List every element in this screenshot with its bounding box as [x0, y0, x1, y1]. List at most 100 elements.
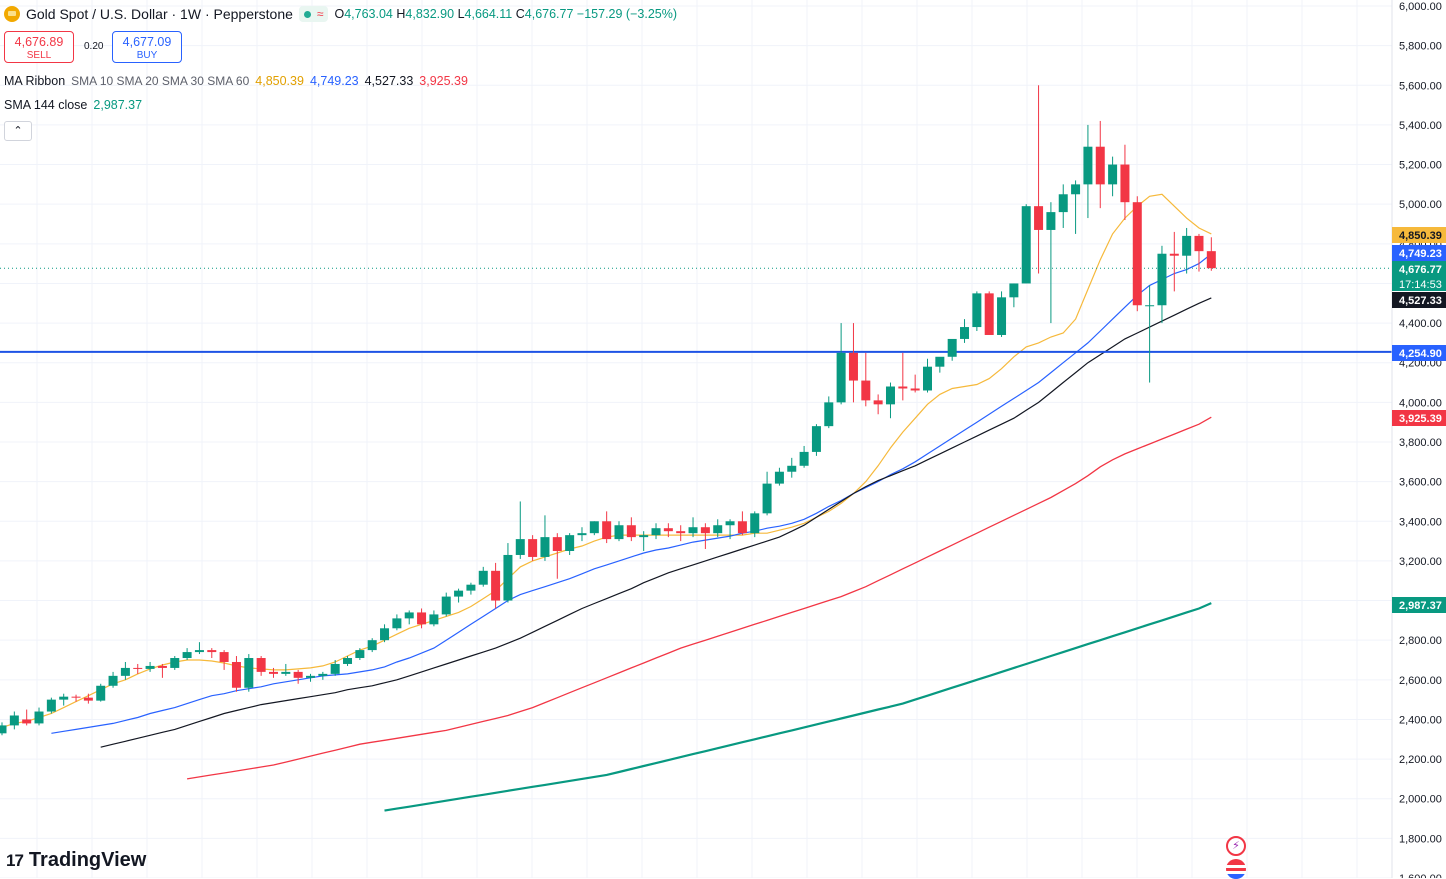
series-line-sma20: [51, 253, 1212, 734]
candle-body: [774, 471, 784, 484]
sell-button[interactable]: 4,676.89 SELL: [4, 31, 74, 63]
sell-label: SELL: [26, 50, 52, 61]
candle-body: [885, 386, 895, 405]
price-tick-label: 3,600.00: [1399, 477, 1442, 489]
gold-symbol-icon: [4, 6, 20, 22]
sma10-value: 4,850.39: [255, 74, 304, 88]
candle-body: [923, 366, 932, 391]
candle-body: [454, 590, 464, 597]
price-tick-label: 5,000.00: [1399, 199, 1442, 211]
series-line-sma60: [186, 416, 1212, 780]
price-label-bg: [1392, 410, 1446, 426]
price-tick-label: 1,800.00: [1399, 833, 1442, 845]
price-label-text: 3,925.39: [1399, 413, 1442, 425]
candle-body: [663, 528, 673, 532]
status-pill[interactable]: ≈: [298, 6, 329, 22]
price-label-text: 4,850.39: [1399, 230, 1442, 242]
candle-body: [577, 533, 587, 536]
candle-body: [478, 570, 488, 585]
candle-body: [268, 671, 278, 674]
price-label-text: 4,254.90: [1399, 348, 1442, 360]
candle-body: [565, 535, 575, 551]
sma144-price-label: 2,987.37: [1392, 597, 1446, 613]
candle-body: [1108, 164, 1118, 185]
hline-price-label: 4,254.90: [1392, 345, 1446, 361]
price-label-bg: [1392, 227, 1446, 243]
candle-body: [1021, 206, 1031, 284]
change-value: −157.29 (−3.25%): [576, 7, 677, 21]
price-label-bg: [1392, 597, 1446, 613]
symbol-title[interactable]: Gold Spot / U.S. Dollar · 1W · Peppersto…: [26, 6, 293, 22]
close-value: 4,676.77: [524, 7, 574, 21]
candle-body: [873, 400, 883, 405]
buy-price: 4,677.09: [122, 35, 172, 49]
candle-body: [528, 539, 538, 557]
candle-body: [380, 628, 390, 641]
candle-body: [787, 465, 797, 472]
candle-body: [343, 658, 353, 664]
price-tick-label: 3,200.00: [1399, 556, 1442, 568]
low-value: 4,664.11: [464, 7, 513, 21]
price-tick-label: 5,600.00: [1399, 80, 1442, 92]
price-tick-label: 2,800.00: [1399, 635, 1442, 647]
candle-body: [256, 658, 266, 672]
flash-icon[interactable]: ⚡: [1226, 836, 1246, 856]
tradingview-wordmark: TradingView: [28, 849, 147, 871]
candle-body: [515, 539, 525, 555]
price-tick-label: 1,600.00: [1399, 873, 1442, 878]
candle-body: [182, 652, 192, 659]
candle-body: [836, 352, 846, 403]
candle-body: [688, 527, 698, 534]
candle-body: [910, 388, 920, 391]
candle-body: [96, 685, 106, 701]
candle-body: [417, 612, 427, 625]
candle-body: [231, 661, 241, 688]
candle-body: [355, 650, 365, 659]
series-line-sma10: [0, 193, 1212, 729]
candle-body: [997, 297, 1007, 335]
candle-body: [219, 652, 229, 662]
price-tick-label: 4,400.00: [1399, 318, 1442, 330]
candle-body: [589, 521, 599, 534]
price-label-bg: [1392, 245, 1446, 261]
candle-body: [1120, 164, 1130, 203]
candle-body: [0, 725, 7, 734]
sma30-price-label: 4,527.33: [1392, 292, 1446, 308]
ma-ribbon-legend[interactable]: MA Ribbon SMA 10 SMA 20 SMA 30 SMA 60 4,…: [4, 74, 468, 88]
sma144-label: SMA 144 close: [4, 98, 88, 112]
candle-body: [898, 386, 908, 389]
price-label-text: 2,987.37: [1399, 600, 1442, 612]
candle-body: [293, 671, 303, 678]
price-tick-label: 3,400.00: [1399, 516, 1442, 528]
sma20-value: 4,749.23: [309, 74, 359, 88]
candle-body: [1132, 202, 1142, 306]
candle-body: [244, 658, 254, 688]
tradingview-logo[interactable]: 17 TradingView: [6, 849, 146, 872]
candle-body: [133, 667, 143, 669]
candle-body: [614, 525, 624, 540]
candle-body: [1046, 212, 1056, 230]
candle-body: [281, 671, 291, 674]
candle-body: [145, 665, 155, 669]
candle-body: [1194, 235, 1204, 252]
price-label-bg: [1392, 261, 1446, 291]
candle-body: [602, 521, 612, 540]
candle-body: [367, 640, 377, 651]
candle-body: [441, 596, 451, 615]
sma144-legend[interactable]: SMA 144 close 2,987.37: [4, 98, 142, 112]
price-tick-label: 2,000.00: [1399, 794, 1442, 806]
candle-body: [1182, 235, 1192, 256]
candle-body: [676, 531, 686, 534]
candle-body: [1034, 206, 1044, 230]
collapse-legend-button[interactable]: ⌃: [4, 121, 32, 141]
candle-body: [824, 402, 834, 427]
buy-button[interactable]: 4,677.09 BUY: [112, 31, 182, 63]
price-tick-label: 3,800.00: [1399, 437, 1442, 449]
candle-body: [71, 696, 81, 698]
sma60-value: 3,925.39: [419, 74, 468, 88]
candle-body: [83, 697, 93, 701]
us-flag-icon[interactable]: [1226, 859, 1246, 879]
sell-price: 4,676.89: [14, 35, 64, 49]
candle-body: [194, 650, 204, 653]
